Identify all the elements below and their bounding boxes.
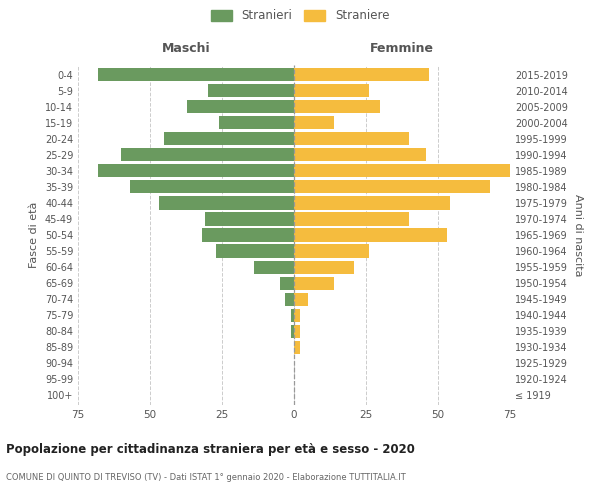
Bar <box>158 196 294 209</box>
Bar <box>294 68 430 81</box>
Bar <box>164 132 294 145</box>
Legend: Stranieri, Straniere: Stranieri, Straniere <box>207 6 393 26</box>
Bar <box>294 148 427 162</box>
Bar <box>291 324 294 338</box>
Bar <box>294 324 300 338</box>
Bar <box>294 244 369 258</box>
Bar <box>205 212 294 226</box>
Bar <box>294 116 334 130</box>
Bar <box>294 276 334 289</box>
Bar <box>216 244 294 258</box>
Text: Maschi: Maschi <box>161 42 211 55</box>
Bar <box>219 116 294 130</box>
Bar <box>294 132 409 145</box>
Bar <box>294 164 510 177</box>
Bar <box>98 68 294 81</box>
Bar <box>294 180 490 194</box>
Bar <box>280 276 294 289</box>
Bar <box>187 100 294 114</box>
Bar <box>98 164 294 177</box>
Y-axis label: Fasce di età: Fasce di età <box>29 202 39 268</box>
Bar <box>121 148 294 162</box>
Bar <box>294 196 449 209</box>
Text: Femmine: Femmine <box>370 42 434 55</box>
Bar <box>254 260 294 274</box>
Y-axis label: Anni di nascita: Anni di nascita <box>573 194 583 276</box>
Text: Popolazione per cittadinanza straniera per età e sesso - 2020: Popolazione per cittadinanza straniera p… <box>6 442 415 456</box>
Bar <box>294 260 355 274</box>
Bar <box>208 84 294 97</box>
Bar <box>294 292 308 306</box>
Bar <box>130 180 294 194</box>
Bar <box>294 308 300 322</box>
Bar <box>286 292 294 306</box>
Bar <box>294 340 300 354</box>
Bar <box>294 84 369 97</box>
Bar <box>291 308 294 322</box>
Bar <box>202 228 294 241</box>
Bar <box>294 100 380 114</box>
Bar <box>294 228 446 241</box>
Bar <box>294 212 409 226</box>
Text: COMUNE DI QUINTO DI TREVISO (TV) - Dati ISTAT 1° gennaio 2020 - Elaborazione TUT: COMUNE DI QUINTO DI TREVISO (TV) - Dati … <box>6 472 406 482</box>
